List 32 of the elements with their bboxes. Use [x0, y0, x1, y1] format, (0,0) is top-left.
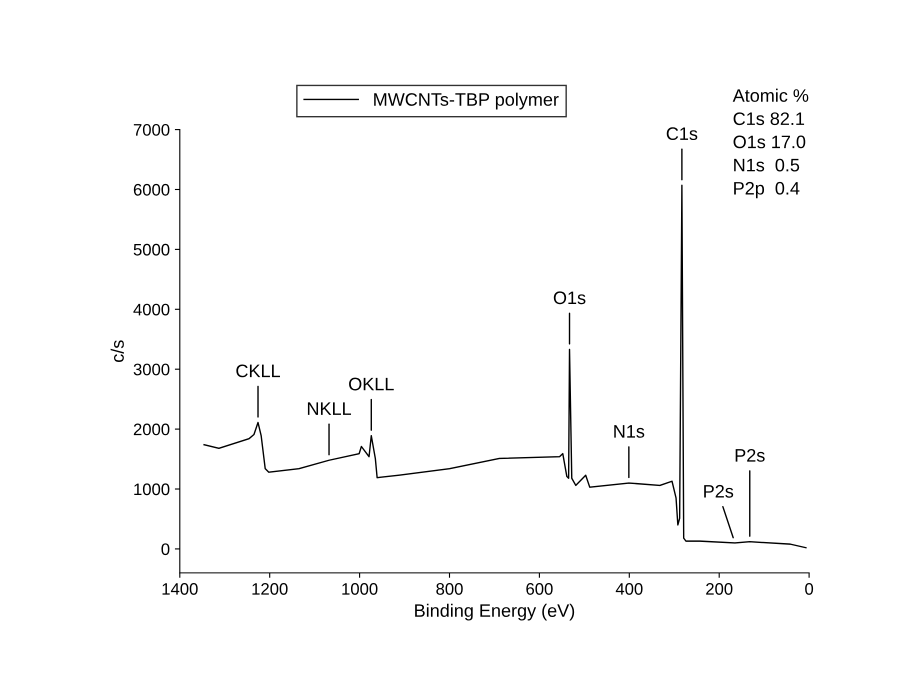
x-tick-label: 800: [436, 583, 463, 595]
x-axis-title: Binding Energy (eV): [415, 604, 574, 621]
y-tick-label: 3000: [134, 364, 170, 376]
annotation: O1s 17.0: [734, 136, 806, 148]
annotation: O1s: [554, 291, 586, 304]
y-tick-label: 1000: [134, 483, 170, 496]
y-tick-label: 6000: [134, 184, 170, 196]
x-tick-label: 400: [616, 583, 643, 595]
annotation: N1s 0.5: [734, 158, 800, 172]
y-tick-label: 7000: [134, 124, 170, 136]
legend-label: MWCNTs-TBP polymer: [374, 92, 559, 110]
x-tick-label: 1400: [162, 583, 198, 595]
y-axis-title: c/s: [110, 340, 124, 362]
x-tick-label: 0: [805, 583, 814, 595]
text: C1s 82.1: [734, 112, 804, 126]
annotation: CKLL: [236, 364, 280, 378]
y-tick-label: 4000: [133, 304, 170, 316]
x-tick-label: 1200: [252, 583, 288, 595]
annotation: NKLL: [308, 402, 352, 415]
y-tick-label: 0: [161, 543, 170, 556]
annotation: N1s: [614, 425, 644, 438]
y-tick-label: 5000: [134, 244, 170, 256]
x-tick-label: 600: [526, 583, 553, 595]
x-tick-label: 200: [706, 583, 732, 595]
x-tick-label: 1000: [342, 583, 378, 595]
annotation: P2p 0.4: [734, 182, 800, 198]
annotation: C1s: [666, 127, 698, 140]
text: Atomic %: [732, 88, 808, 102]
annotation: P2s: [704, 484, 734, 498]
annotation: OKLL: [349, 378, 394, 390]
y-tick-label: 2000: [134, 424, 170, 436]
annotation: P2s: [736, 448, 765, 462]
